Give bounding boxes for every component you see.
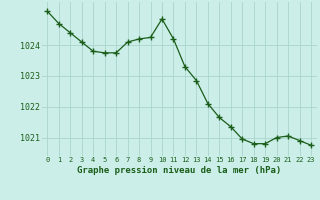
X-axis label: Graphe pression niveau de la mer (hPa): Graphe pression niveau de la mer (hPa) <box>77 166 281 175</box>
